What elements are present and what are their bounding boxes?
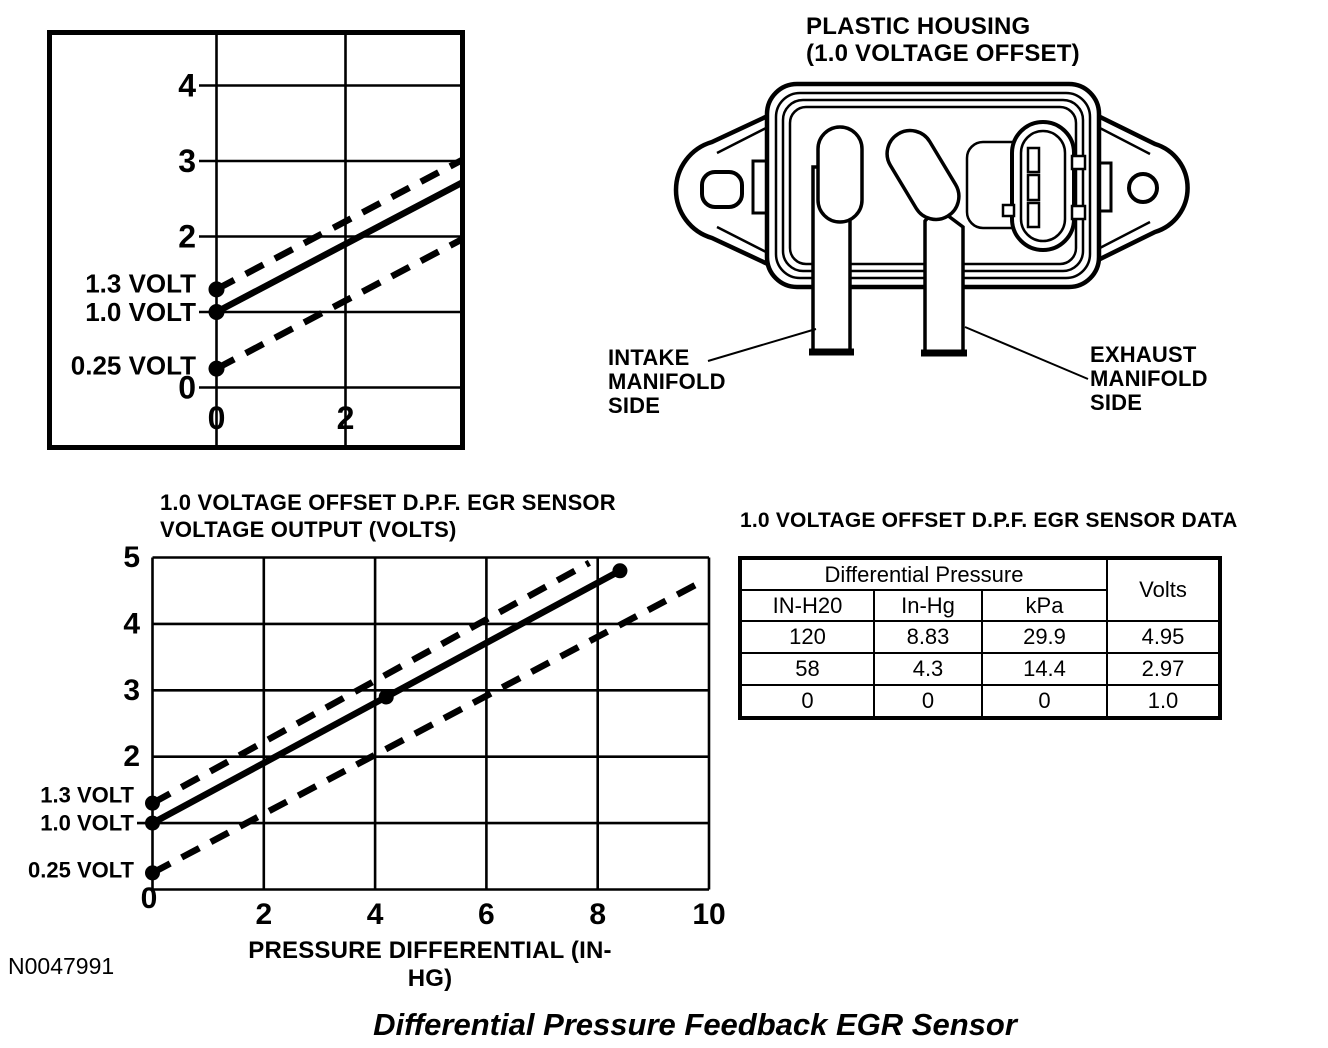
annotation-1-3-volt: 1.3 VOLT xyxy=(85,268,196,298)
sensor-data-table-title: 1.0 VOLTAGE OFFSET D.P.F. EGR SENSOR DAT… xyxy=(740,509,1238,532)
annotation-1-3-volt: 1.3 VOLT xyxy=(40,783,134,808)
right-ear-inner-line-top xyxy=(1095,124,1151,156)
data-point-marker xyxy=(612,563,628,579)
intake-port-oval xyxy=(816,125,864,224)
data-point-marker xyxy=(378,689,394,705)
y-tick-label: 4 xyxy=(123,607,140,640)
table-row: 0 0 0 1.0 xyxy=(739,684,1221,719)
output-chart-title-line1: 1.0 VOLTAGE OFFSET D.P.F. EGR SENSOR xyxy=(160,490,616,515)
table-cell: 4.95 xyxy=(1106,620,1221,654)
series-lower-tolerance xyxy=(214,236,464,372)
chart-border xyxy=(47,30,465,450)
y-tick-label: 3 xyxy=(178,143,196,179)
connector-notch xyxy=(1001,203,1016,218)
table-row: 58 4.3 14.4 2.97 xyxy=(739,652,1221,686)
x-tick-label: 0 xyxy=(141,882,158,915)
table-cell: 1.0 xyxy=(1106,684,1221,719)
output-chart-title: 1.0 VOLTAGE OFFSET D.P.F. EGR SENSOR VOL… xyxy=(160,489,616,543)
right-ear-hole xyxy=(1127,172,1159,204)
exhaust-leader-line xyxy=(964,326,1089,380)
intake-label-line2: MANIFOLD xyxy=(608,369,726,394)
annotation-1-0-volt: 1.0 VOLT xyxy=(85,297,196,327)
data-point-marker xyxy=(208,360,225,377)
x-tick-label: 4 xyxy=(367,898,384,931)
table-header-row-2: IN-H20 In-Hg kPa xyxy=(739,589,1220,622)
intake-leader-line xyxy=(707,328,817,362)
series-upper-tolerance xyxy=(214,157,464,293)
data-point-marker xyxy=(208,281,225,298)
column-header-volts: Volts xyxy=(1106,557,1221,622)
data-point-marker xyxy=(145,795,160,811)
table-cell: 8.83 xyxy=(873,620,983,654)
annotation-0-25-volt: 0.25 VOLT xyxy=(28,857,135,882)
right-ear-inner-line-bottom xyxy=(1095,220,1151,252)
intake-label-line1: INTAKE xyxy=(608,345,690,370)
voltage-output-chart: 5 4 3 2 0 2 4 6 8 10 1.3 VOLT 1.0 VOLT 0.25 VOLT xyxy=(28,541,726,931)
table-cell: 14.4 xyxy=(981,652,1108,686)
y-tick-label: 2 xyxy=(178,219,196,255)
x-axis-title: PRESSURE DIFFERENTIAL (IN-HG) xyxy=(248,937,612,992)
table-cell: 0 xyxy=(981,684,1108,719)
annotation-0-25-volt: 0.25 VOLT xyxy=(71,351,196,381)
table-cell: 29.9 xyxy=(981,620,1108,654)
exhaust-manifold-side-label: EXHAUST MANIFOLD SIDE xyxy=(1090,343,1208,415)
y-tick-label: 5 xyxy=(123,541,140,574)
connector-inner xyxy=(1019,129,1067,243)
table-cell: 2.97 xyxy=(1106,652,1221,686)
table-cell: 4.3 xyxy=(873,652,983,686)
series-upper-tolerance xyxy=(150,559,591,807)
table-cell: 0 xyxy=(873,684,983,719)
plastic-housing-label-line1: PLASTIC HOUSING xyxy=(806,13,1031,40)
left-ear-inner-line-bottom xyxy=(716,225,771,256)
exhaust-label-line2: MANIFOLD xyxy=(1090,366,1208,391)
column-header-kpa: kPa xyxy=(981,589,1108,622)
connector-pin-1 xyxy=(1026,146,1041,174)
x-tick-label: 2 xyxy=(255,898,272,931)
connector-tab-bottom xyxy=(1070,204,1087,221)
output-chart-title-line2: VOLTAGE OUTPUT (VOLTS) xyxy=(160,517,457,542)
plastic-housing-label-line2: (1.0 VOLTAGE OFFSET) xyxy=(806,40,1080,67)
figure-number: N0047991 xyxy=(8,953,115,979)
table-cell: 0 xyxy=(739,684,875,719)
connector-pin-3 xyxy=(1026,201,1041,229)
y-tick-label: 4 xyxy=(178,68,196,104)
x-tick-label: 2 xyxy=(337,400,355,436)
exhaust-tube xyxy=(923,209,965,354)
table-row: 120 8.83 29.9 4.95 xyxy=(739,620,1221,654)
exhaust-port-oval xyxy=(885,128,961,222)
left-ear-hole xyxy=(700,170,744,209)
plastic-housing-label: PLASTIC HOUSING (1.0 VOLTAGE OFFSET) xyxy=(806,13,1080,67)
egr-sensor-housing-diagram xyxy=(673,81,1190,380)
intake-manifold-side-label: INTAKE MANIFOLD SIDE xyxy=(608,346,726,418)
x-tick-label: 0 xyxy=(208,400,226,436)
data-point-marker xyxy=(208,304,225,320)
data-point-marker xyxy=(145,815,160,831)
table-header-row-1: Differential Pressure Volts xyxy=(739,557,1221,622)
connector-pin-2 xyxy=(1026,173,1041,202)
y-tick-label: 2 xyxy=(123,740,140,773)
series-nominal-output xyxy=(214,180,464,315)
table-cell: 120 xyxy=(739,620,875,654)
connector-tab-top xyxy=(1070,154,1087,171)
left-ear-inner-line-top xyxy=(716,124,771,155)
column-header-in-h2o: IN-H20 xyxy=(739,589,875,622)
data-point-marker xyxy=(145,865,160,881)
x-tick-label: 6 xyxy=(478,898,495,931)
intake-label-line3: SIDE xyxy=(608,393,661,418)
figure-caption: Differential Pressure Feedback EGR Senso… xyxy=(373,1007,1017,1042)
x-tick-label: 8 xyxy=(589,898,606,931)
column-header-in-hg: In-Hg xyxy=(873,589,983,622)
group-header-differential-pressure: Differential Pressure xyxy=(739,557,1108,591)
exhaust-label-line1: EXHAUST xyxy=(1090,342,1197,367)
series-lower-tolerance xyxy=(150,577,705,876)
exhaust-label-line3: SIDE xyxy=(1090,390,1143,415)
x-tick-label: 10 xyxy=(692,898,725,931)
y-tick-label: 3 xyxy=(123,674,140,707)
table-cell: 58 xyxy=(739,652,875,686)
y-tick-label: 0 xyxy=(178,370,196,406)
egr-sensor-data-table: Differential Pressure Volts IN-H20 In-Hg… xyxy=(738,556,1222,720)
annotation-1-0-volt: 1.0 VOLT xyxy=(40,811,134,836)
